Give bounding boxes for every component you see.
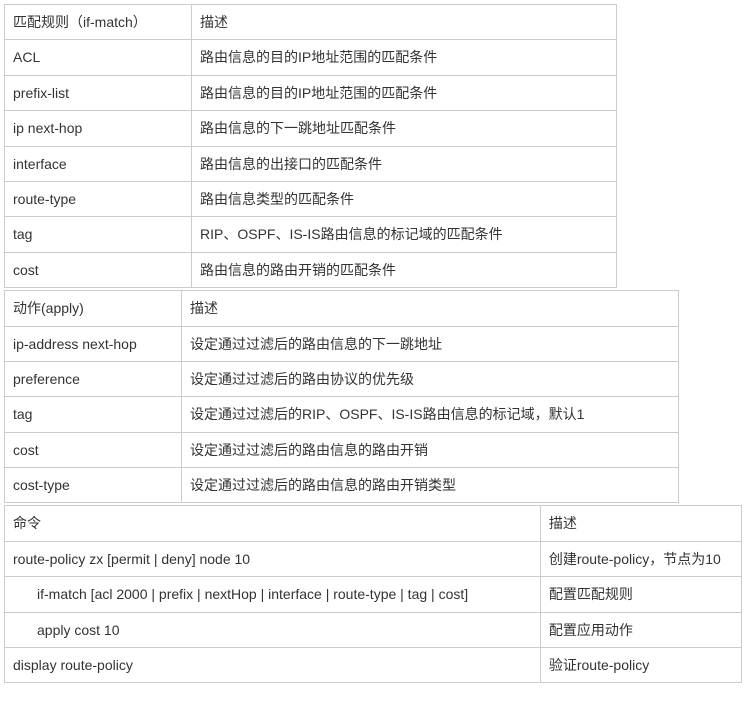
cell-action: cost [5, 432, 182, 467]
table-row: interface 路由信息的出接口的匹配条件 [5, 146, 617, 181]
table-header-row: 动作(apply) 描述 [5, 291, 679, 326]
cell-command: route-policy zx [permit | deny] node 10 [5, 541, 541, 576]
cell-command: if-match [acl 2000 | prefix | nextHop | … [5, 577, 541, 612]
table-row: tag RIP、OSPF、IS-IS路由信息的标记域的匹配条件 [5, 217, 617, 252]
cell-action: preference [5, 361, 182, 396]
cell-desc: 配置应用动作 [540, 612, 741, 647]
cell-desc: 设定通过过滤后的路由信息的下一跳地址 [182, 326, 679, 361]
col-header-desc: 描述 [182, 291, 679, 326]
col-header-action: 动作(apply) [5, 291, 182, 326]
cell-rule: prefix-list [5, 75, 192, 110]
table-row: if-match [acl 2000 | prefix | nextHop | … [5, 577, 742, 612]
cell-command: display route-policy [5, 648, 541, 683]
table-row: cost 路由信息的路由开销的匹配条件 [5, 252, 617, 287]
col-header-desc: 描述 [540, 506, 741, 541]
cell-action: cost-type [5, 468, 182, 503]
cell-desc: 路由信息的下一跳地址匹配条件 [192, 111, 617, 146]
table-row: display route-policy 验证route-policy [5, 648, 742, 683]
col-header-rule: 匹配规则（if-match） [5, 5, 192, 40]
commands-table: 命令 描述 route-policy zx [permit | deny] no… [4, 505, 742, 683]
table-row: tag 设定通过过滤后的RIP、OSPF、IS-IS路由信息的标记域，默认1 [5, 397, 679, 432]
cell-rule: cost [5, 252, 192, 287]
cell-desc: 创建route-policy，节点为10 [540, 541, 741, 576]
cell-rule: ip next-hop [5, 111, 192, 146]
cell-desc: RIP、OSPF、IS-IS路由信息的标记域的匹配条件 [192, 217, 617, 252]
table-row: ip next-hop 路由信息的下一跳地址匹配条件 [5, 111, 617, 146]
cell-desc: 设定通过过滤后的路由信息的路由开销类型 [182, 468, 679, 503]
table-row: apply cost 10 配置应用动作 [5, 612, 742, 647]
table-row: ip-address next-hop 设定通过过滤后的路由信息的下一跳地址 [5, 326, 679, 361]
cell-desc: 设定通过过滤后的RIP、OSPF、IS-IS路由信息的标记域，默认1 [182, 397, 679, 432]
table-row: route-policy zx [permit | deny] node 10 … [5, 541, 742, 576]
table-row: prefix-list 路由信息的目的IP地址范围的匹配条件 [5, 75, 617, 110]
cell-action: tag [5, 397, 182, 432]
table-row: cost-type 设定通过过滤后的路由信息的路由开销类型 [5, 468, 679, 503]
cell-desc: 设定通过过滤后的路由信息的路由开销 [182, 432, 679, 467]
table-row: route-type 路由信息类型的匹配条件 [5, 181, 617, 216]
indented-text: apply cost 10 [13, 622, 120, 638]
cell-desc: 路由信息的目的IP地址范围的匹配条件 [192, 75, 617, 110]
cell-desc: 配置匹配规则 [540, 577, 741, 612]
cell-rule: tag [5, 217, 192, 252]
match-rules-table: 匹配规则（if-match） 描述 ACL 路由信息的目的IP地址范围的匹配条件… [4, 4, 617, 288]
cell-rule: interface [5, 146, 192, 181]
cell-desc: 路由信息类型的匹配条件 [192, 181, 617, 216]
cell-desc: 验证route-policy [540, 648, 741, 683]
cell-command: apply cost 10 [5, 612, 541, 647]
cell-rule: route-type [5, 181, 192, 216]
table-header-row: 命令 描述 [5, 506, 742, 541]
cell-desc: 路由信息的目的IP地址范围的匹配条件 [192, 40, 617, 75]
col-header-desc: 描述 [192, 5, 617, 40]
cell-desc: 路由信息的出接口的匹配条件 [192, 146, 617, 181]
cell-rule: ACL [5, 40, 192, 75]
table-row: cost 设定通过过滤后的路由信息的路由开销 [5, 432, 679, 467]
table-header-row: 匹配规则（if-match） 描述 [5, 5, 617, 40]
indented-text: if-match [acl 2000 | prefix | nextHop | … [13, 586, 468, 602]
table-row: preference 设定通过过滤后的路由协议的优先级 [5, 361, 679, 396]
cell-desc: 路由信息的路由开销的匹配条件 [192, 252, 617, 287]
col-header-command: 命令 [5, 506, 541, 541]
cell-action: ip-address next-hop [5, 326, 182, 361]
cell-desc: 设定通过过滤后的路由协议的优先级 [182, 361, 679, 396]
apply-actions-table: 动作(apply) 描述 ip-address next-hop 设定通过过滤后… [4, 290, 679, 503]
table-row: ACL 路由信息的目的IP地址范围的匹配条件 [5, 40, 617, 75]
